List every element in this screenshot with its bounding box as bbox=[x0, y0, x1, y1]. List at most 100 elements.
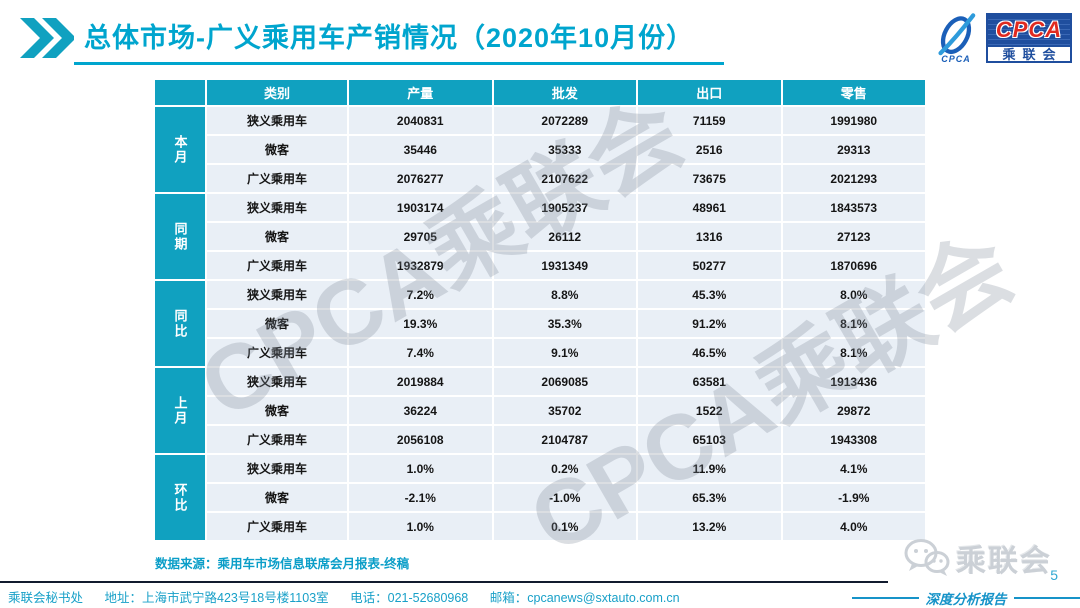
value-cell: 4.1% bbox=[782, 455, 925, 482]
value-cell: 8.1% bbox=[782, 310, 925, 337]
group-label: 同期 bbox=[155, 194, 205, 279]
wechat-logo-text: 乘联会 bbox=[956, 545, 1052, 578]
category-cell: 微客 bbox=[207, 223, 347, 250]
value-cell: 1905237 bbox=[493, 194, 636, 221]
value-cell: 2021293 bbox=[782, 165, 925, 192]
secretariat-label: 乘联会秘书处 bbox=[8, 591, 84, 605]
category-cell: 广义乘用车 bbox=[207, 513, 347, 540]
table-corner-cell bbox=[155, 80, 205, 105]
value-cell: 35333 bbox=[493, 136, 636, 163]
value-cell: 1316 bbox=[638, 223, 781, 250]
address-text: 地址：上海市武宁路423号18号楼1103室 bbox=[104, 591, 329, 605]
category-cell: 微客 bbox=[207, 136, 347, 163]
value-cell: 2076277 bbox=[349, 165, 492, 192]
value-cell: 2072289 bbox=[493, 107, 636, 134]
value-cell: 2104787 bbox=[493, 426, 636, 453]
group-label: 环比 bbox=[155, 455, 205, 540]
value-cell: 46.5% bbox=[638, 339, 781, 366]
value-cell: 35446 bbox=[349, 136, 492, 163]
value-cell: 0.2% bbox=[493, 455, 636, 482]
cpca-swoosh-label: CPCA bbox=[941, 54, 971, 64]
cpca-logo: CPCA CPCA 乘联会 bbox=[930, 12, 1072, 64]
group-label: 同比 bbox=[155, 281, 205, 366]
value-cell: 29313 bbox=[782, 136, 925, 163]
column-header: 零售 bbox=[782, 80, 925, 105]
footer-divider bbox=[0, 581, 888, 583]
value-cell: -1.9% bbox=[782, 484, 925, 511]
phone-text: 电话：021-52680968 bbox=[350, 591, 469, 605]
strip-line-right bbox=[1013, 597, 1080, 599]
category-cell: 狭义乘用车 bbox=[207, 194, 347, 221]
value-cell: 2516 bbox=[638, 136, 781, 163]
category-cell: 广义乘用车 bbox=[207, 339, 347, 366]
column-header: 产量 bbox=[349, 80, 492, 105]
category-cell: 广义乘用车 bbox=[207, 252, 347, 279]
category-cell: 狭义乘用车 bbox=[207, 107, 347, 134]
category-cell: 广义乘用车 bbox=[207, 165, 347, 192]
value-cell: 1932879 bbox=[349, 252, 492, 279]
value-cell: 1522 bbox=[638, 397, 781, 424]
column-header: 批发 bbox=[493, 80, 636, 105]
value-cell: 1913436 bbox=[782, 368, 925, 395]
table-group: 同期 狭义乘用车 1903174 1905237 48961 1843573 微客 29705… bbox=[155, 194, 925, 279]
value-cell: 2056108 bbox=[349, 426, 492, 453]
column-header: 类别 bbox=[207, 80, 347, 105]
strip-line-left bbox=[852, 597, 919, 599]
cpca-logo-block: CPCA 乘联会 bbox=[986, 13, 1072, 63]
cpca-swoosh-icon: CPCA bbox=[930, 12, 982, 64]
category-cell: 狭义乘用车 bbox=[207, 368, 347, 395]
value-cell: 9.1% bbox=[493, 339, 636, 366]
value-cell: 50277 bbox=[638, 252, 781, 279]
double-chevron-icon bbox=[20, 18, 74, 58]
value-cell: 36224 bbox=[349, 397, 492, 424]
category-cell: 狭义乘用车 bbox=[207, 455, 347, 482]
value-cell: 8.1% bbox=[782, 339, 925, 366]
table-group: 本月 狭义乘用车 2040831 2072289 71159 1991980 微客 35446… bbox=[155, 107, 925, 192]
value-cell: 0.1% bbox=[493, 513, 636, 540]
category-cell: 微客 bbox=[207, 484, 347, 511]
report-type-label: 深度分析报告 bbox=[925, 592, 1007, 607]
value-cell: 29705 bbox=[349, 223, 492, 250]
value-cell: 1.0% bbox=[349, 455, 492, 482]
value-cell: 35702 bbox=[493, 397, 636, 424]
table-header: 类别 产量 批发 出口 零售 bbox=[155, 80, 925, 105]
page-number: 5 bbox=[1050, 567, 1058, 583]
value-cell: 7.4% bbox=[349, 339, 492, 366]
value-cell: 45.3% bbox=[638, 281, 781, 308]
value-cell: 35.3% bbox=[493, 310, 636, 337]
value-cell: 1843573 bbox=[782, 194, 925, 221]
column-header: 出口 bbox=[638, 80, 781, 105]
category-cell: 狭义乘用车 bbox=[207, 281, 347, 308]
value-cell: 8.8% bbox=[493, 281, 636, 308]
value-cell: 7.2% bbox=[349, 281, 492, 308]
footer-contact-bar: 乘联会秘书处 地址：上海市武宁路423号18号楼1103室 电话：021-526… bbox=[8, 587, 698, 606]
report-type-strip: 深度分析报告 bbox=[852, 588, 1080, 608]
title-row: 总体市场-广义乘用车产销情况（2020年10月份） bbox=[18, 14, 725, 65]
wechat-brand-logo: 乘联会 bbox=[904, 536, 1052, 580]
value-cell: 19.3% bbox=[349, 310, 492, 337]
value-cell: 71159 bbox=[638, 107, 781, 134]
value-cell: 1931349 bbox=[493, 252, 636, 279]
value-cell: 11.9% bbox=[638, 455, 781, 482]
value-cell: 1870696 bbox=[782, 252, 925, 279]
value-cell: 1943308 bbox=[782, 426, 925, 453]
value-cell: -2.1% bbox=[349, 484, 492, 511]
value-cell: 2107622 bbox=[493, 165, 636, 192]
table-group: 同比 狭义乘用车 7.2% 8.8% 45.3% 8.0% 微客 19.3% 35.3% 91.2… bbox=[155, 281, 925, 366]
group-label: 上月 bbox=[155, 368, 205, 453]
cpca-logo-text: CPCA bbox=[988, 15, 1070, 45]
email-text: 邮箱：cpcanews@sxtauto.com.cn bbox=[489, 591, 680, 605]
value-cell: 65103 bbox=[638, 426, 781, 453]
value-cell: 73675 bbox=[638, 165, 781, 192]
value-cell: 1903174 bbox=[349, 194, 492, 221]
value-cell: 29872 bbox=[782, 397, 925, 424]
category-cell: 微客 bbox=[207, 397, 347, 424]
value-cell: 1991980 bbox=[782, 107, 925, 134]
table-group: 环比 狭义乘用车 1.0% 0.2% 11.9% 4.1% 微客 -2.1% -1.0% 65.3… bbox=[155, 455, 925, 540]
category-cell: 广义乘用车 bbox=[207, 426, 347, 453]
value-cell: 1.0% bbox=[349, 513, 492, 540]
value-cell: 13.2% bbox=[638, 513, 781, 540]
production-sales-table: 类别 产量 批发 出口 零售 本月 狭义乘用车 2040831 2072289 71159 199… bbox=[155, 80, 925, 542]
category-cell: 微客 bbox=[207, 310, 347, 337]
